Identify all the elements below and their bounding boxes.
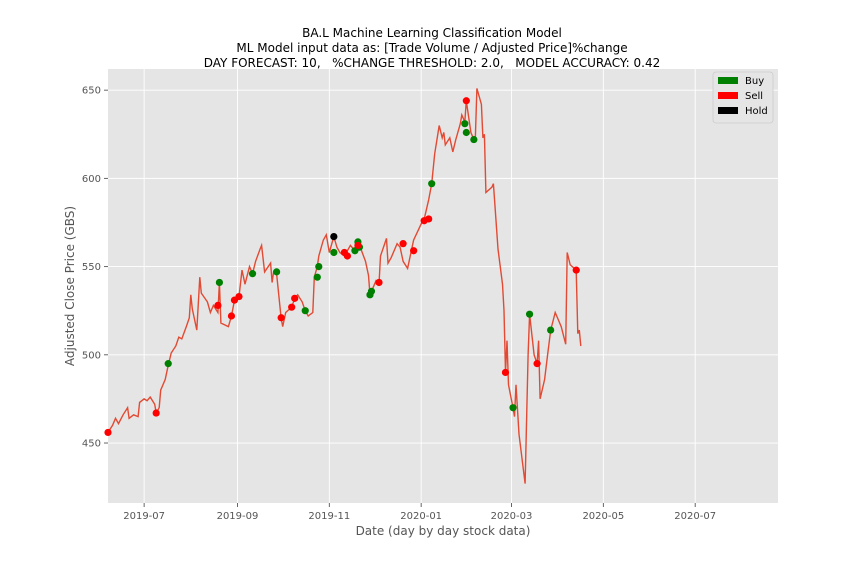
sell-signal-point — [235, 292, 243, 301]
buy-signal-point — [470, 135, 478, 144]
buy-signal-point — [509, 404, 517, 412]
legend-swatch-sell — [718, 92, 738, 99]
hold-signal-point — [330, 233, 338, 241]
buy-signal-point — [215, 278, 224, 287]
y-tick-label: 650 — [82, 86, 101, 97]
buy-signal-point — [547, 326, 555, 334]
legend-label-sell: Sell — [745, 91, 763, 102]
y-tick-label: 500 — [82, 350, 101, 361]
x-axis-label: Date (day by day stock data) — [356, 524, 531, 538]
x-tick-label: 2020-05 — [582, 511, 624, 522]
grid-lines — [108, 69, 778, 503]
x-tick-label: 2019-11 — [308, 511, 350, 522]
buy-signal-point — [164, 360, 172, 368]
sell-signal-point — [104, 428, 112, 437]
sell-signal-point — [343, 252, 351, 260]
y-tick-label: 450 — [82, 439, 101, 450]
sell-signal-point — [399, 240, 407, 248]
x-tick-label: 2019-07 — [123, 511, 165, 522]
sell-signal-point — [214, 301, 222, 310]
sell-signal-point — [291, 294, 299, 302]
sell-signal-point — [227, 312, 236, 320]
y-tick-label: 550 — [82, 262, 101, 273]
sell-signal-point — [533, 360, 541, 368]
sell-signal-point — [375, 278, 383, 287]
x-axis-ticks: 2019-07 2019-09 2019-11 2020-01 2020-03 2020-… — [123, 503, 716, 522]
sell-signal-point — [501, 368, 510, 377]
legend: Buy Sell Hold — [712, 71, 774, 124]
y-axis-ticks: 450 500 550 600 650 — [82, 86, 108, 450]
buy-signal-point — [313, 273, 321, 281]
x-tick-label: 2020-01 — [400, 511, 442, 522]
sell-signal-point — [462, 97, 470, 105]
buy-signal-point — [428, 180, 436, 188]
y-tick-label: 600 — [82, 174, 101, 185]
legend-label-buy: Buy — [745, 76, 764, 87]
sell-signal-point — [572, 266, 580, 274]
sell-signal-point — [354, 241, 362, 250]
chart-title-line-3: DAY FORECAST: 10, %CHANGE THRESHOLD: 2.0… — [203, 56, 661, 70]
buy-signal-point — [367, 287, 376, 295]
x-tick-label: 2019-09 — [217, 511, 259, 522]
buy-signal-point — [330, 248, 338, 257]
sell-signal-point — [410, 247, 418, 255]
sell-signal-point — [425, 215, 433, 223]
buy-signal-point — [462, 128, 470, 137]
buy-signal-point — [273, 268, 281, 276]
buy-signal-point — [248, 270, 257, 278]
y-axis-label: Adjusted Close Price (GBS) — [63, 206, 77, 366]
legend-label-hold: Hold — [745, 106, 768, 117]
x-tick-label: 2020-07 — [674, 511, 716, 522]
signal-markers — [104, 97, 580, 437]
sell-signal-point — [277, 314, 285, 322]
sell-signal-point — [152, 409, 160, 417]
buy-signal-point — [301, 307, 309, 315]
buy-signal-point — [315, 262, 323, 271]
chart-title-line-1: BA.L Machine Learning Classification Mod… — [302, 26, 562, 40]
sell-signal-point — [288, 303, 296, 311]
legend-swatch-buy — [718, 77, 738, 84]
chart-title-line-2: ML Model input data as: [Trade Volume / … — [236, 41, 628, 55]
x-tick-label: 2020-03 — [491, 511, 533, 522]
buy-signal-point — [461, 120, 469, 128]
buy-signal-point — [525, 310, 534, 318]
legend-swatch-hold — [718, 107, 738, 114]
